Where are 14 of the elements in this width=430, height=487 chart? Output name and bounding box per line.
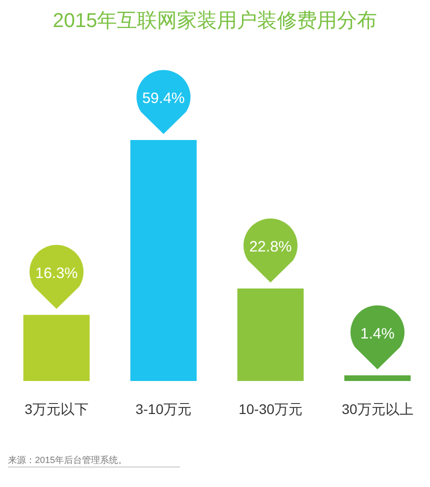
x-tick-label: 10-30万元: [238, 401, 302, 417]
data-label: 59.4%: [142, 90, 185, 107]
bar: [23, 314, 90, 381]
data-label: 16.3%: [35, 264, 78, 282]
bar: [237, 288, 304, 381]
bar: [344, 375, 411, 381]
bar: [130, 140, 197, 381]
data-label: 1.4%: [360, 325, 395, 342]
chart-title: 2015年互联网家装用户装修费用分布: [52, 10, 378, 32]
x-tick-label: 3-10万元: [135, 401, 192, 417]
source-note: 来源：2015年后台管理系统。: [8, 455, 128, 465]
x-tick-label: 30万元以上: [342, 401, 414, 417]
x-tick-label: 3万元以下: [24, 401, 88, 417]
data-label: 22.8%: [249, 238, 292, 256]
